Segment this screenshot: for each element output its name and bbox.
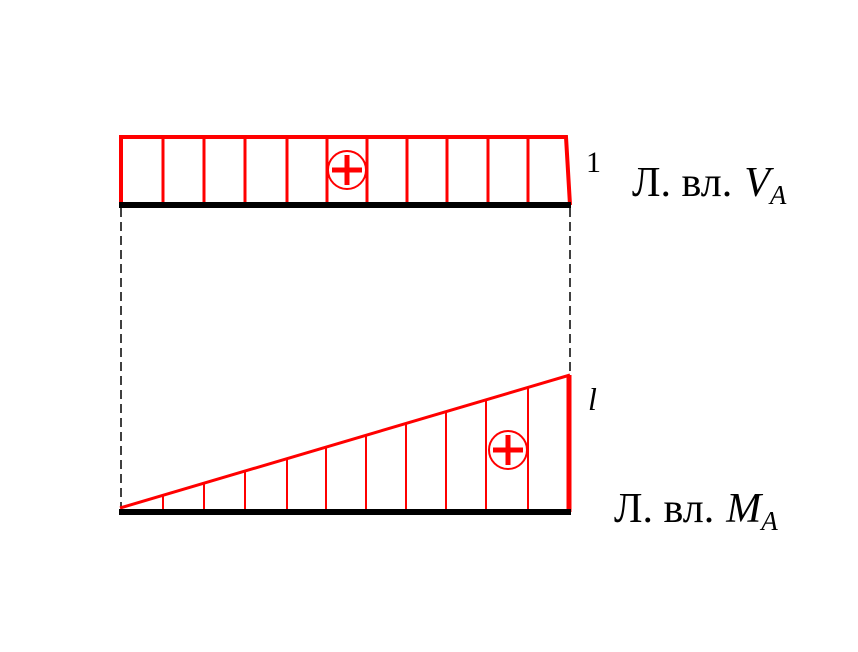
diagram-title: Л. вл. VA (632, 160, 787, 210)
title-subscript: A (759, 506, 778, 536)
influence-line-ma (119, 373, 571, 510)
title-prefix: Л. вл. (632, 160, 732, 206)
plus-sign (488, 430, 528, 470)
title-symbol: M (725, 486, 763, 532)
title-subscript: A (768, 180, 787, 210)
title-symbol: V (744, 160, 774, 206)
plus-sign (327, 150, 367, 190)
ordinate-label: 1 (586, 146, 601, 179)
influence-line-va (119, 135, 572, 206)
diagram-title: Л. вл. MA (614, 486, 778, 536)
hatching (161, 137, 530, 510)
title-prefix: Л. вл. (614, 486, 714, 532)
ordinate-label: l (588, 381, 597, 417)
